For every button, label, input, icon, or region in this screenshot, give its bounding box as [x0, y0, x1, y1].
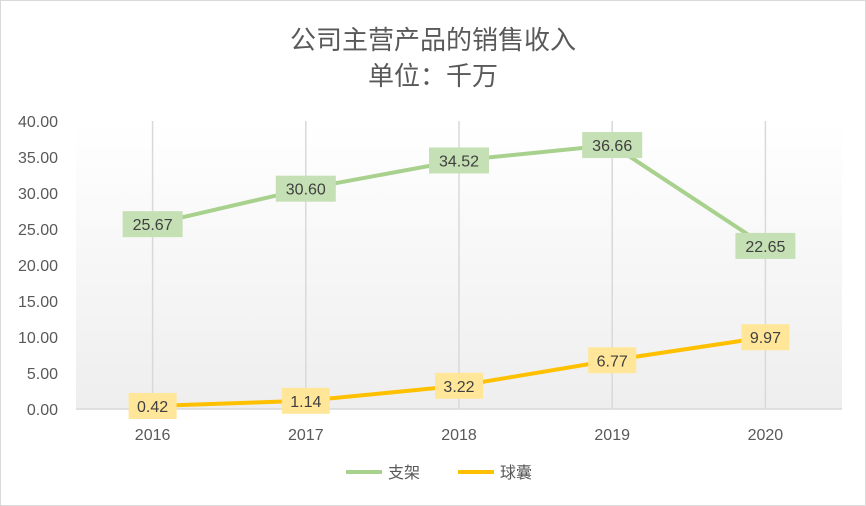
data-label: 9.97: [750, 330, 781, 347]
legend-label: 支架: [388, 464, 420, 482]
data-label-box: [281, 387, 330, 414]
data-label-box: [275, 175, 336, 202]
data-label: 22.65: [745, 239, 785, 256]
data-label-box: [741, 324, 790, 351]
y-tick-label: 35.00: [18, 150, 58, 167]
chart-title: 公司主营产品的销售收入: [289, 25, 576, 55]
x-tick-label: 2017: [288, 427, 324, 444]
y-tick-label: 10.00: [18, 330, 58, 347]
y-tick-label: 5.00: [27, 366, 58, 383]
x-tick-label: 2019: [594, 427, 630, 444]
data-label: 25.67: [133, 217, 173, 234]
data-label: 0.42: [137, 399, 168, 416]
data-label: 36.66: [592, 138, 632, 155]
y-tick-label: 30.00: [18, 186, 58, 203]
x-tick-label: 2016: [135, 427, 171, 444]
data-label-box: [435, 372, 483, 399]
data-label-box: [582, 132, 643, 159]
x-tick-label: 2020: [748, 427, 784, 444]
data-label: 3.22: [443, 379, 474, 396]
legend-label: 球囊: [500, 464, 532, 482]
data-label-box: [429, 147, 489, 174]
data-label-box: [588, 347, 637, 374]
data-label: 34.52: [439, 153, 479, 170]
data-label: 1.14: [290, 394, 321, 411]
data-label: 30.60: [286, 182, 326, 199]
data-label: 6.77: [597, 353, 628, 370]
data-label-box: [735, 232, 796, 259]
data-label-box: [128, 392, 177, 419]
y-tick-label: 25.00: [18, 222, 58, 239]
y-tick-label: 40.00: [18, 114, 58, 131]
y-tick-label: 0.00: [27, 402, 58, 419]
y-tick-label: 20.00: [18, 258, 58, 275]
chart-subtitle: 单位：千万: [367, 61, 498, 91]
y-tick-label: 15.00: [18, 294, 58, 311]
data-label-box: [122, 211, 183, 238]
x-tick-label: 2018: [441, 427, 477, 444]
